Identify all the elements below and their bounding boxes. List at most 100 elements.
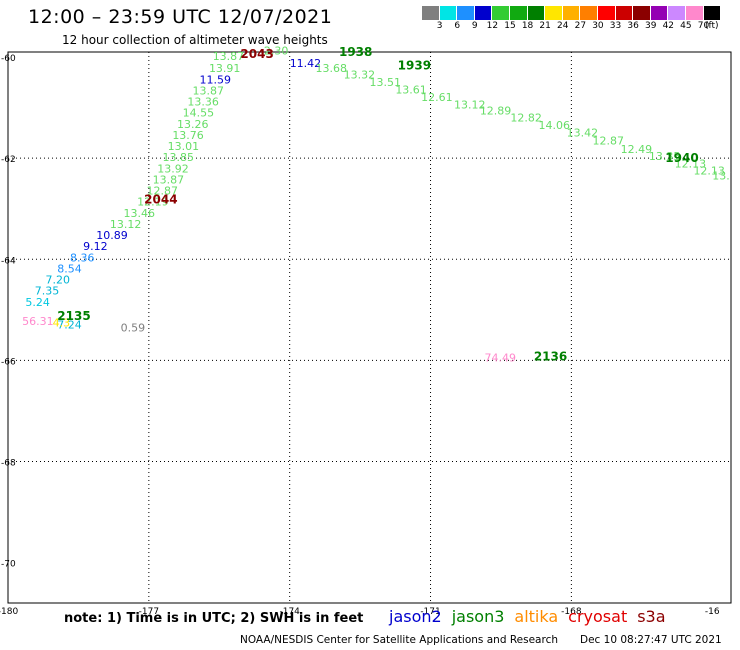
latitude-label: -70 [1,560,16,570]
wave-height-label: 13.35 [649,150,681,163]
scale-label: 70 [697,21,710,31]
legend-jason3: jason3 [451,607,505,626]
map-title: 12:00 – 23:59 UTC 12/07/2021 [28,6,333,28]
longitude-label: -180 [0,607,18,617]
scale-swatch [580,6,598,20]
longitude-label: -16 [705,607,720,617]
wave-height-label: 13.26 [177,118,209,131]
pass-time-label: 1938 [339,45,372,59]
wave-height-label: 8.36 [70,251,95,264]
scale-swatch [439,6,458,20]
map-subtitle: 12 hour collection of altimeter wave hei… [62,33,328,47]
scale-label: 18 [521,21,534,31]
scale-label: 3 [436,21,443,31]
longitude-label: -171 [420,607,440,617]
scale-swatch [509,6,528,20]
scale-swatch [685,6,704,20]
scale-label: 42 [662,21,675,31]
wave-height-label: 14.55 [183,107,215,120]
pass-time-label: 2044 [144,193,177,207]
scale-swatch [597,6,616,20]
scale-label: 30 [592,21,604,31]
wave-height-label: 13.12 [454,99,486,112]
scale-swatch [527,6,546,20]
wave-height-label: 13.87 [213,50,245,63]
scale-label: 9 [471,21,478,31]
scale-label: 27 [574,21,587,31]
wave-height-label: 14.06 [539,119,571,132]
wave-height-label: 7.24 [57,319,82,332]
scale-swatch [422,6,440,20]
wave-height-label: 12.61 [421,91,453,104]
scale-swatch [545,6,563,20]
color-scale-labels: 3 6 9 12 15 18 21 24 27 30 33 36 39 42 45 70 [422,21,712,31]
wave-height-label: 13.91 [209,62,241,75]
wave-height-label: 13.51 [370,76,402,89]
wave-height-label: 12.87 [146,185,178,198]
scale-swatch [633,6,651,20]
wave-height-label: 8.54 [57,262,82,275]
observation-layer: 13.8713.9111.5913.8713.3614.5513.2613.76… [22,45,740,365]
pass-time-label: 2135 [57,309,90,323]
scale-swatch [474,6,493,20]
footnote: note: 1) Time is in UTC; 2) SWH is in fe… [64,611,364,626]
scale-swatch [668,6,686,20]
longitude-label: -174 [279,607,300,617]
latitude-label: -60 [1,54,16,64]
legend-s3a: s3a [637,607,666,626]
satellite-legend: jason2 jason3 altika cryosat s3a [389,607,676,626]
legend-altika: altika [514,607,559,626]
legend-cryosat: cryosat [568,607,628,626]
wave-height-label: 12.89 [480,105,512,118]
pass-time-label: 2043 [240,47,273,61]
wave-height-label: 13.12 [110,218,142,231]
wave-height-label: 13.61 [395,83,427,96]
wave-height-label: 12.87 [593,135,625,148]
latitude-label: -66 [1,357,16,367]
wave-height-label: 7.20 [46,274,71,287]
scale-swatch [562,6,581,20]
wave-height-label: 2.30 [264,45,289,58]
scale-swatch [650,6,669,20]
wave-height-label: 13.87 [153,173,185,186]
scale-label: 36 [627,21,639,31]
latitude-label: -68 [1,458,16,468]
scale-label: 45 [680,21,692,31]
latitude-label: -64 [1,256,16,266]
wave-height-label: 13.76 [731,176,740,189]
scale-swatch [457,6,475,20]
wave-height-label: 0.59 [121,322,146,335]
pass-time-label: 2136 [534,349,567,363]
wave-height-label: 13.36 [187,96,219,109]
scale-label: 24 [557,21,569,31]
scale-label: 12 [486,21,499,31]
wave-height-label: 13.85 [162,151,194,164]
wave-height-label: 11.42 [290,57,322,70]
credit-line: NOAA/NESDIS Center for Satellite Applica… [240,634,558,646]
wave-height-label: 13.92 [157,162,189,175]
scale-label: 33 [609,21,622,31]
wave-height-label: 13.17 [712,169,740,182]
wave-height-label: 10.89 [96,229,128,242]
wave-height-label: 13.32 [344,68,376,81]
scale-swatch [615,6,634,20]
wave-height-label: 12.49 [621,143,653,156]
wave-height-label: 5.24 [25,296,50,309]
wave-height-label: 13.68 [316,62,348,75]
longitude-label: -168 [561,607,582,617]
scale-label: 39 [644,21,657,31]
wave-height-label: 7.35 [35,285,60,298]
wave-height-label: 13.01 [168,140,200,153]
wave-height-label: 56.31 [22,315,54,328]
wave-height-label: 4.3 [53,316,70,329]
wave-height-label: 12.19 [137,196,169,209]
wave-height-label: 13.87 [193,84,225,97]
wave-height-label: 13.76 [172,129,204,142]
generation-timestamp: Dec 10 08:27:47 UTC 2021 [580,634,722,646]
scale-swatch [703,6,722,20]
wave-height-label: 12.82 [510,111,541,124]
wave-height-label: 13.42 [567,126,599,139]
scale-label: 6 [454,21,461,31]
wave-height-label: 74.49 [485,351,516,364]
